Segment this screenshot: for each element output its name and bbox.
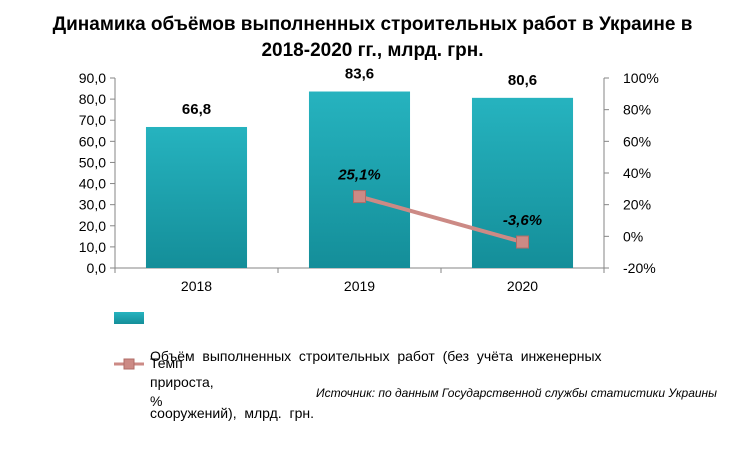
growth-value-label: -3,6%: [503, 212, 542, 229]
bar-value-label: 83,6: [345, 66, 374, 83]
legend-bar-swatch: [114, 312, 144, 324]
bars: [145, 91, 574, 268]
y-left-tick-label: 80,0: [79, 91, 106, 107]
legend-bar-label-line1: Объём выполненных строительных работ (бе…: [150, 348, 602, 364]
y-left-tick-label: 50,0: [79, 154, 106, 170]
chart-title-line2: 2018-2020 гг., млрд. грн.: [261, 40, 484, 61]
y-right-tick-label: 40%: [623, 165, 651, 181]
legend-line-swatch: [114, 358, 144, 370]
source-note: Источник: по данным Государственной служ…: [316, 386, 717, 400]
growth-line: [353, 190, 529, 249]
x-tick-label: 2020: [507, 278, 538, 294]
data-labels: 66,8 83,6 80,6 25,1% -3,6%: [182, 66, 542, 230]
y-right-tick-label: -20%: [623, 260, 656, 276]
chart-title-line1: Динамика объёмов выполненных строительны…: [52, 14, 693, 35]
growth-marker: [353, 190, 366, 204]
legend-bar-label: Объём выполненных строительных работ (бе…: [150, 309, 602, 461]
growth-line-path: [358, 194, 524, 244]
y-left-tick-label: 40,0: [79, 176, 106, 192]
x-tick-label: 2018: [181, 278, 212, 294]
legend-bar-label-line2: сооружений), млрд. грн.: [150, 405, 314, 421]
legend-item-line: Темп прироста, %: [114, 354, 214, 411]
growth-marker: [516, 235, 529, 249]
y-right-tick-label: 60%: [623, 133, 651, 149]
y-right-tick-label: 100%: [623, 70, 659, 86]
chart-title: Динамика объёмов выполненных строительны…: [0, 12, 745, 64]
legend-line-label: Темп прироста, %: [150, 355, 214, 409]
y-left-tick-label: 0,0: [87, 260, 107, 276]
y-left-tick-label: 70,0: [79, 112, 106, 128]
bar: [145, 126, 248, 268]
bar: [308, 91, 411, 268]
x-tick-label: 2019: [344, 278, 375, 294]
bar-value-label: 80,6: [508, 72, 537, 89]
bar-value-label: 66,8: [182, 101, 211, 118]
growth-value-label: 25,1%: [337, 167, 381, 184]
chart: 0,0 10,0 20,0 30,0 40,0 50,0 60,0 70,0 80,0 90,0 -…: [79, 66, 659, 294]
y-left-tick-label: 90,0: [79, 70, 106, 86]
y-left-tick-label: 20,0: [79, 218, 106, 234]
y-right-tick-label: 80%: [623, 102, 651, 118]
axes: 0,0 10,0 20,0 30,0 40,0 50,0 60,0 70,0 80,0 90,0 -…: [79, 70, 659, 294]
y-left-tick-label: 60,0: [79, 133, 106, 149]
y-left-tick-label: 30,0: [79, 197, 106, 213]
y-right-tick-label: 20%: [623, 197, 651, 213]
y-left-tick-label: 10,0: [79, 239, 106, 255]
y-right-tick-label: 0%: [623, 228, 643, 244]
